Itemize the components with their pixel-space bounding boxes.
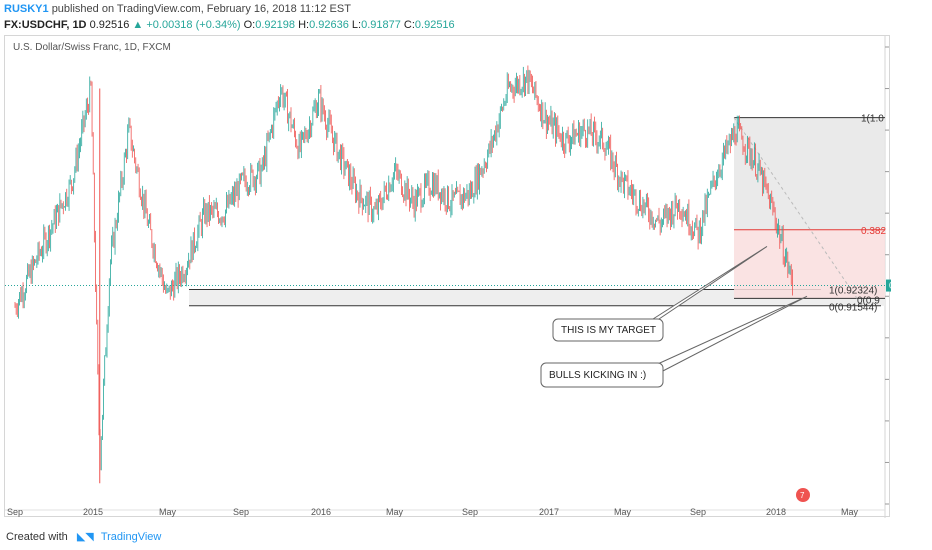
symbol-line: FX:USDCHF, 1D 0.92516 ▲ +0.00318 (+0.34%… [4, 19, 455, 31]
high-value: 0.92636 [309, 19, 349, 31]
economic-event-icon[interactable] [796, 488, 810, 502]
x-tick-label: 2018 [766, 507, 786, 517]
fib-label: 0(0.91544) [829, 303, 877, 314]
author-name[interactable]: RUSKY1 [4, 3, 49, 15]
x-tick-label: 2016 [311, 507, 331, 517]
x-tick-label: Sep [7, 507, 23, 517]
fib-label: 1(0.92324) [829, 286, 877, 297]
x-tick-label: May [159, 507, 177, 517]
fib-lower-zone [734, 229, 885, 299]
callout-text: BULLS KICKING IN :) [549, 370, 646, 381]
fib-label: 0(0.9 [857, 295, 880, 306]
callout-text: THIS IS MY TARGET [561, 325, 656, 336]
footer: Created with ◣◥ TradingView [6, 530, 161, 543]
callout-box[interactable] [552, 318, 664, 342]
x-tick-label: May [386, 507, 404, 517]
last-price: 0.92516 [89, 19, 130, 31]
x-tick-label: Sep [690, 507, 706, 517]
x-tick-label: 2017 [539, 507, 559, 517]
published-text: published on TradingView.com, February 1… [51, 3, 351, 15]
x-tick-label: May [841, 507, 859, 517]
x-tick-label: Sep [462, 507, 478, 517]
support-zone [189, 289, 885, 306]
last-price-label: 0.92516 [889, 281, 891, 291]
chart-frame[interactable]: U.S. Dollar/Swiss Franc, 1D, FXCM1.04000… [4, 35, 891, 518]
fib-upper-zone [734, 117, 885, 230]
open-label: O: [243, 19, 256, 31]
fib-label: 0.382 [861, 226, 886, 237]
callout-pointer [650, 295, 808, 374]
change-value: +0.00318 (+0.34%) [146, 19, 241, 31]
low-label: L: [351, 19, 362, 31]
callout-box[interactable] [540, 362, 664, 388]
callout-pointer [652, 245, 768, 320]
fib-label: 1(1.0 [861, 114, 884, 125]
symbol-label: FX:USDCHF, 1D [4, 19, 87, 31]
up-arrow-icon: ▲ [132, 19, 144, 31]
chart-title: U.S. Dollar/Swiss Franc, 1D, FXCM [13, 42, 171, 53]
candles-group [14, 65, 793, 471]
x-tick-label: 2015 [83, 507, 103, 517]
x-tick-label: Sep [233, 507, 249, 517]
created-with-text: Created with [6, 531, 68, 543]
event-count: 7 [800, 491, 805, 500]
last-price-badge [886, 279, 891, 292]
close-value: 0.92516 [414, 19, 455, 31]
x-tick-label: May [614, 507, 632, 517]
tradingview-brand[interactable]: TradingView [100, 531, 162, 543]
low-value: 0.91877 [361, 19, 401, 31]
close-label: C: [403, 19, 415, 31]
price-chart[interactable]: U.S. Dollar/Swiss Franc, 1D, FXCM1.04000… [5, 36, 891, 518]
high-label: H: [298, 19, 310, 31]
publish-line: RUSKY1 published on TradingView.com, Feb… [4, 3, 351, 15]
open-value: 0.92198 [255, 19, 295, 31]
tradingview-logo-icon: ◣◥ [76, 531, 94, 543]
